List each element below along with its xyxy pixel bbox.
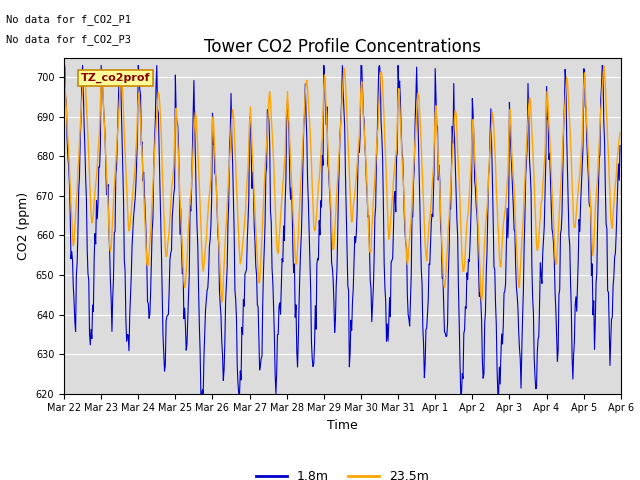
Text: No data for f_CO2_P1: No data for f_CO2_P1: [6, 14, 131, 25]
23.5m: [127, 207, 135, 213]
Legend: 1.8m, 23.5m: 1.8m, 23.5m: [251, 465, 434, 480]
Line: 23.5m: 23.5m: [64, 66, 620, 302]
1.8m: [197, 391, 205, 396]
1.8m: [184, 317, 191, 323]
Text: No data for f_CO2_P3: No data for f_CO2_P3: [6, 34, 131, 45]
1.8m: [214, 232, 221, 238]
23.5m: [427, 209, 435, 215]
Title: Tower CO2 Profile Concentrations: Tower CO2 Profile Concentrations: [204, 38, 481, 56]
23.5m: [213, 206, 221, 212]
1.8m: [616, 143, 624, 148]
1.8m: [70, 298, 78, 303]
Y-axis label: CO2 (ppm): CO2 (ppm): [17, 192, 30, 260]
23.5m: [616, 130, 624, 136]
23.5m: [60, 65, 68, 71]
23.5m: [600, 63, 607, 69]
Line: 1.8m: 1.8m: [64, 65, 620, 394]
23.5m: [184, 243, 191, 249]
1.8m: [60, 62, 68, 68]
1.8m: [410, 165, 418, 170]
1.8m: [427, 240, 435, 245]
X-axis label: Time: Time: [327, 419, 358, 432]
23.5m: [70, 239, 78, 245]
23.5m: [218, 299, 226, 305]
1.8m: [127, 273, 135, 278]
23.5m: [410, 151, 418, 157]
Text: TZ_co2prof: TZ_co2prof: [81, 73, 150, 84]
